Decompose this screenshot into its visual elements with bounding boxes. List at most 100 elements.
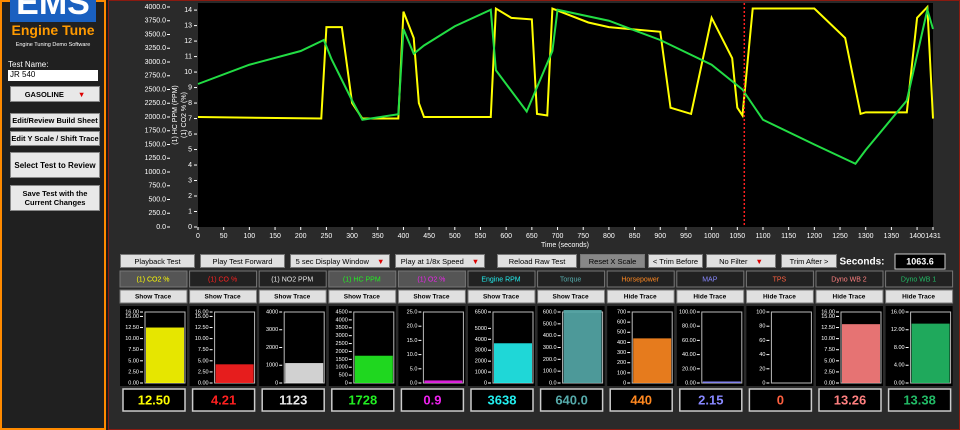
gauge-tick-label: 40.00 <box>682 352 696 358</box>
gauge-fill <box>494 343 532 383</box>
y-axis-title: (1) HC PPM (PPM) <box>172 85 179 145</box>
gauge-fill <box>702 381 741 383</box>
gauge-tick-label: 4500 <box>336 309 348 315</box>
trace-toggle[interactable] <box>745 289 814 304</box>
arrow: ▼ <box>376 256 385 266</box>
gauge-tick-label: 2000 <box>266 345 278 351</box>
button[interactable]: < Trim Before <box>648 254 703 268</box>
trace-toggle-label: Show Trace <box>553 294 590 301</box>
button[interactable]: Select Test to Review <box>10 152 100 178</box>
trace-toggle[interactable] <box>467 289 536 304</box>
value-box <box>191 388 256 412</box>
button[interactable]: Playback Test <box>120 254 195 268</box>
trace-toggle[interactable] <box>606 289 675 304</box>
trace-toggle[interactable] <box>258 289 327 304</box>
button[interactable]: Trim After > <box>781 254 837 268</box>
y2-tick-label: 1 <box>188 208 192 215</box>
y-tick-label: 2000.0 <box>145 114 167 121</box>
test-name-input[interactable]: JR 540 <box>8 70 98 81</box>
button[interactable]: Edit Y Scale / Shift Trace <box>10 131 100 146</box>
dropdown[interactable]: 5 sec Display Window ▼ <box>290 254 390 268</box>
value-box <box>331 388 395 412</box>
gauge-tick-label: 6500 <box>475 309 487 315</box>
x-tick-label: 0 <box>196 233 200 240</box>
x-tick-label: 1400 <box>909 233 925 240</box>
trace-toggle[interactable] <box>815 289 884 304</box>
y2-axis-title: (1) CO2 % (%) <box>181 92 188 138</box>
gauge-tick-label: 100.0 <box>543 369 557 375</box>
trace-toggle[interactable] <box>189 289 258 304</box>
gauge-tick-label: 0.00 <box>128 380 139 386</box>
y2-tick-label: 9 <box>188 84 192 91</box>
trace-toggle[interactable] <box>537 289 606 304</box>
gauge-tick-label: 0 <box>484 380 487 386</box>
y2-tick-label: 11 <box>185 53 192 60</box>
x-tick-label: 600 <box>500 233 512 240</box>
gauge-tick-label: 20 <box>759 366 765 372</box>
channel-name-box <box>885 270 954 288</box>
gauge-tick-label: 3500 <box>336 325 348 331</box>
gauge-tick-label: 3000 <box>336 333 348 339</box>
gauge-fill <box>563 310 602 383</box>
gauge-tick-label: 100.00 <box>679 309 696 315</box>
fuel-dropdown[interactable]: GASOLINE ▼ <box>10 86 100 102</box>
dropdown[interactable]: No Filter ▼ <box>706 254 776 268</box>
tagline: Engine Tuning Demo Software <box>15 42 91 48</box>
seconds-box <box>894 253 946 270</box>
trace-toggle-label: Show Trace <box>274 294 311 301</box>
trace-toggle[interactable] <box>397 289 466 304</box>
y-tick-label: 750.0 <box>148 183 166 190</box>
gauge-tick-label: 2.50 <box>824 369 835 375</box>
gauge-tick-label: 300.0 <box>543 345 557 351</box>
gauge-tick-label: 1000 <box>266 363 278 369</box>
y2-tick-label: 0 <box>188 224 192 231</box>
button[interactable]: Play Test Forward <box>200 254 285 268</box>
y2-tick-label: 12 <box>184 38 192 45</box>
channel-value: 3638 <box>488 392 517 407</box>
x-tick-label: 350 <box>372 233 384 240</box>
trace-toggle[interactable] <box>885 289 954 304</box>
dropdown[interactable]: Play at 1/8x Speed ▼ <box>395 254 485 268</box>
y2-tick-label: 2 <box>188 193 192 200</box>
gauge-tick-label: 15.00 <box>125 314 139 320</box>
gauge-tick-label: 300 <box>617 350 626 356</box>
x-tick-label: 100 <box>244 233 256 240</box>
y2-tick-label: 6 <box>188 131 192 138</box>
y-tick-label: 2500.0 <box>145 86 167 93</box>
trace-toggle[interactable] <box>119 289 188 304</box>
gauge-tube <box>701 311 743 384</box>
trace-toggle-label: Show Trace <box>135 294 172 301</box>
trace-toggle[interactable] <box>328 289 397 304</box>
button-label: Reload Raw Test <box>508 256 566 266</box>
x-tick-label: 800 <box>603 233 615 240</box>
y2-tick-label: 10 <box>184 69 192 76</box>
gauge-tick-label: 16.00 <box>891 309 905 315</box>
gauge-fill <box>354 355 393 383</box>
trace-toggle[interactable] <box>676 289 745 304</box>
gauge-tick-label: 100 <box>756 309 765 315</box>
channel-name: (1) CO2 % <box>136 276 169 283</box>
gauge-tick-label: 5.00 <box>128 358 139 364</box>
x-tick-label: 300 <box>346 233 358 240</box>
gauge-tick-label: 0.00 <box>198 380 209 386</box>
y-tick-label: 3250.0 <box>145 45 167 52</box>
gauge-tick-label: 80.00 <box>682 324 696 330</box>
button[interactable]: Edit/Review Build Sheet <box>10 113 100 128</box>
x-tick-label: 50 <box>220 233 228 240</box>
button[interactable]: Reload Raw Test <box>497 254 577 268</box>
button[interactable]: Reset X Scale <box>580 254 645 268</box>
gauge-tick-label: 8.00 <box>894 345 905 351</box>
gauge-tick-label: 4000 <box>475 337 487 343</box>
channel-name-box <box>745 270 814 288</box>
button[interactable]: Save Test with the Current Changes <box>10 185 100 211</box>
x-axis-title: Time (seconds) <box>541 242 589 249</box>
x-tick-label: 900 <box>654 233 666 240</box>
gauge-tick-label: 7.50 <box>198 347 209 353</box>
channel-name: Engine RPM <box>481 276 520 283</box>
gauge-tick-label: 0 <box>762 380 765 386</box>
gauge-tick-label: 200 <box>617 360 626 366</box>
button-label: Trim After > <box>789 256 829 266</box>
gauge-tick-label: 10.00 <box>125 336 139 342</box>
value-box <box>887 388 952 412</box>
